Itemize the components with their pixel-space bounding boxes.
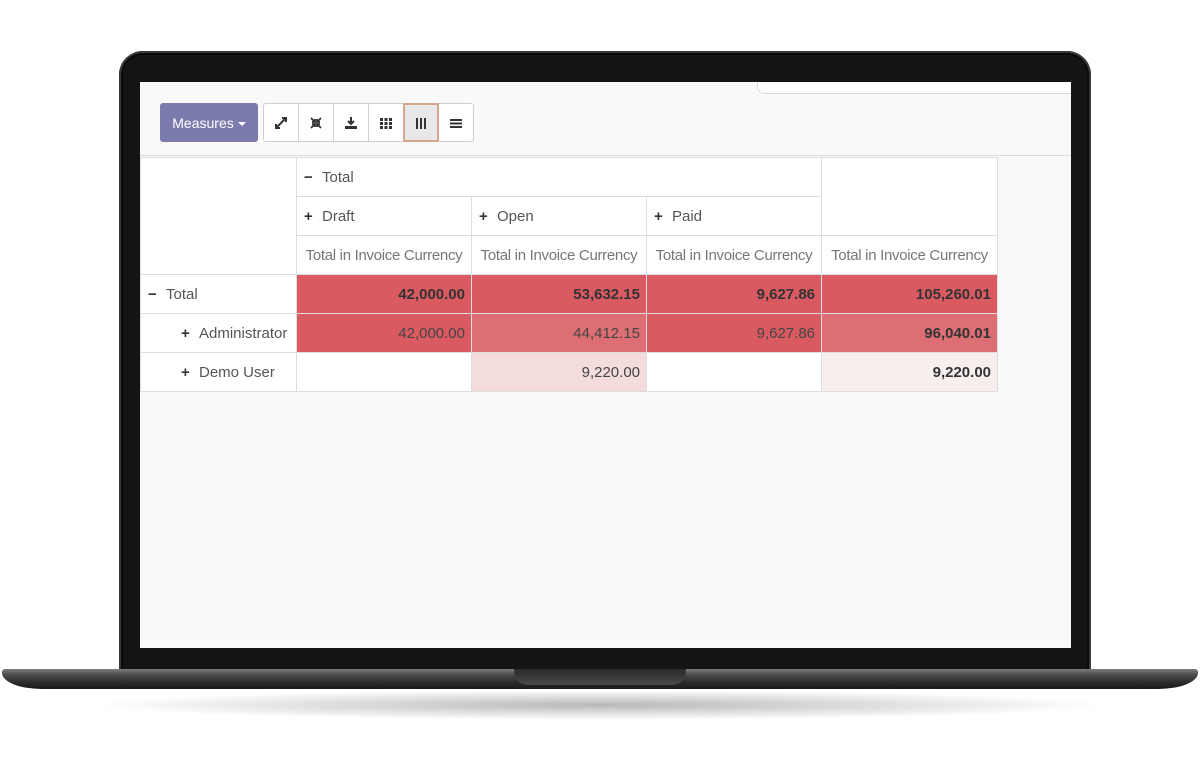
grid-view-button[interactable] [368,103,404,142]
plus-icon: + [304,207,313,225]
row-header-label: Total [166,285,198,303]
pivot-total-cell[interactable]: 9,220.00 [821,352,998,392]
measure-header[interactable]: Total in Invoice Currency [646,235,822,275]
row-header-total[interactable]: − Total [140,274,297,314]
row-header-administrator[interactable]: + Administrator [140,313,297,353]
minus-icon: − [304,168,313,186]
col-header-paid[interactable]: + Paid [646,196,822,236]
col-header-label: Total [322,168,354,186]
measures-label: Measures [172,114,234,131]
search-box[interactable] [757,82,1071,94]
plus-icon: + [181,363,190,381]
table-row: − Total 42,000.00 53,632.15 9,627.86 105,… [140,274,998,314]
row-header-label: Demo User [199,363,275,381]
pivot-table: − Total + Draft + Open + Paid Total in Invoi… [140,157,998,392]
pivot-cell[interactable]: 42,000.00 [296,274,472,314]
row-header-label: Administrator [199,324,288,342]
pivot-total-cell[interactable]: 96,040.01 [821,313,998,353]
pivot-cell[interactable]: 9,627.86 [646,313,822,353]
pivot-cell[interactable]: 9,627.86 [646,274,822,314]
pivot-cell[interactable]: 53,632.15 [471,274,647,314]
list-icon [449,116,463,130]
grid-icon [379,116,393,130]
laptop-notch [514,669,686,685]
plus-icon: + [654,207,663,225]
columns-view-button[interactable] [403,103,439,142]
measure-header[interactable]: Total in Invoice Currency [296,235,472,275]
pivot-cell[interactable]: 9,220.00 [471,352,647,392]
minus-icon: − [148,285,157,303]
expand-all-button[interactable] [263,103,299,142]
download-button[interactable] [333,103,369,142]
measures-button[interactable]: Measures [160,103,258,142]
collapse-arrows-icon [309,116,323,130]
list-view-button[interactable] [438,103,474,142]
col-header-draft[interactable]: + Draft [296,196,472,236]
col-header-label: Open [497,207,534,225]
plus-icon: + [479,207,488,225]
pivot-cell[interactable] [646,352,822,392]
table-row: + Administrator 42,000.00 44,412.15 9,627… [140,313,998,353]
pivot-toolbar [263,103,474,142]
measure-header[interactable]: Total in Invoice Currency [471,235,647,275]
laptop-shadow [90,690,1110,720]
col-header-label: Paid [672,207,703,225]
col-header-total[interactable]: − Total [296,157,822,197]
plus-icon: + [181,324,190,342]
col-header-label: Draft [322,207,355,225]
columns-icon [414,116,428,130]
control-panel: Measures [140,82,1071,156]
pivot-cell[interactable]: 42,000.00 [296,313,472,353]
screen: Measures [140,82,1071,648]
caret-down-icon [237,121,246,126]
table-row: + Demo User 9,220.00 9,220.00 [140,352,998,392]
download-icon [344,116,358,130]
collapse-all-button[interactable] [298,103,334,142]
total-col-spacer [821,157,998,236]
pivot-cell[interactable] [296,352,472,392]
col-header-open[interactable]: + Open [471,196,647,236]
row-header-demo-user[interactable]: + Demo User [140,352,297,392]
expand-icon [274,116,288,130]
pivot-cell[interactable]: 44,412.15 [471,313,647,353]
pivot-total-cell[interactable]: 105,260.01 [821,274,998,314]
measure-header[interactable]: Total in Invoice Currency [821,235,998,275]
pivot-corner [140,157,297,275]
